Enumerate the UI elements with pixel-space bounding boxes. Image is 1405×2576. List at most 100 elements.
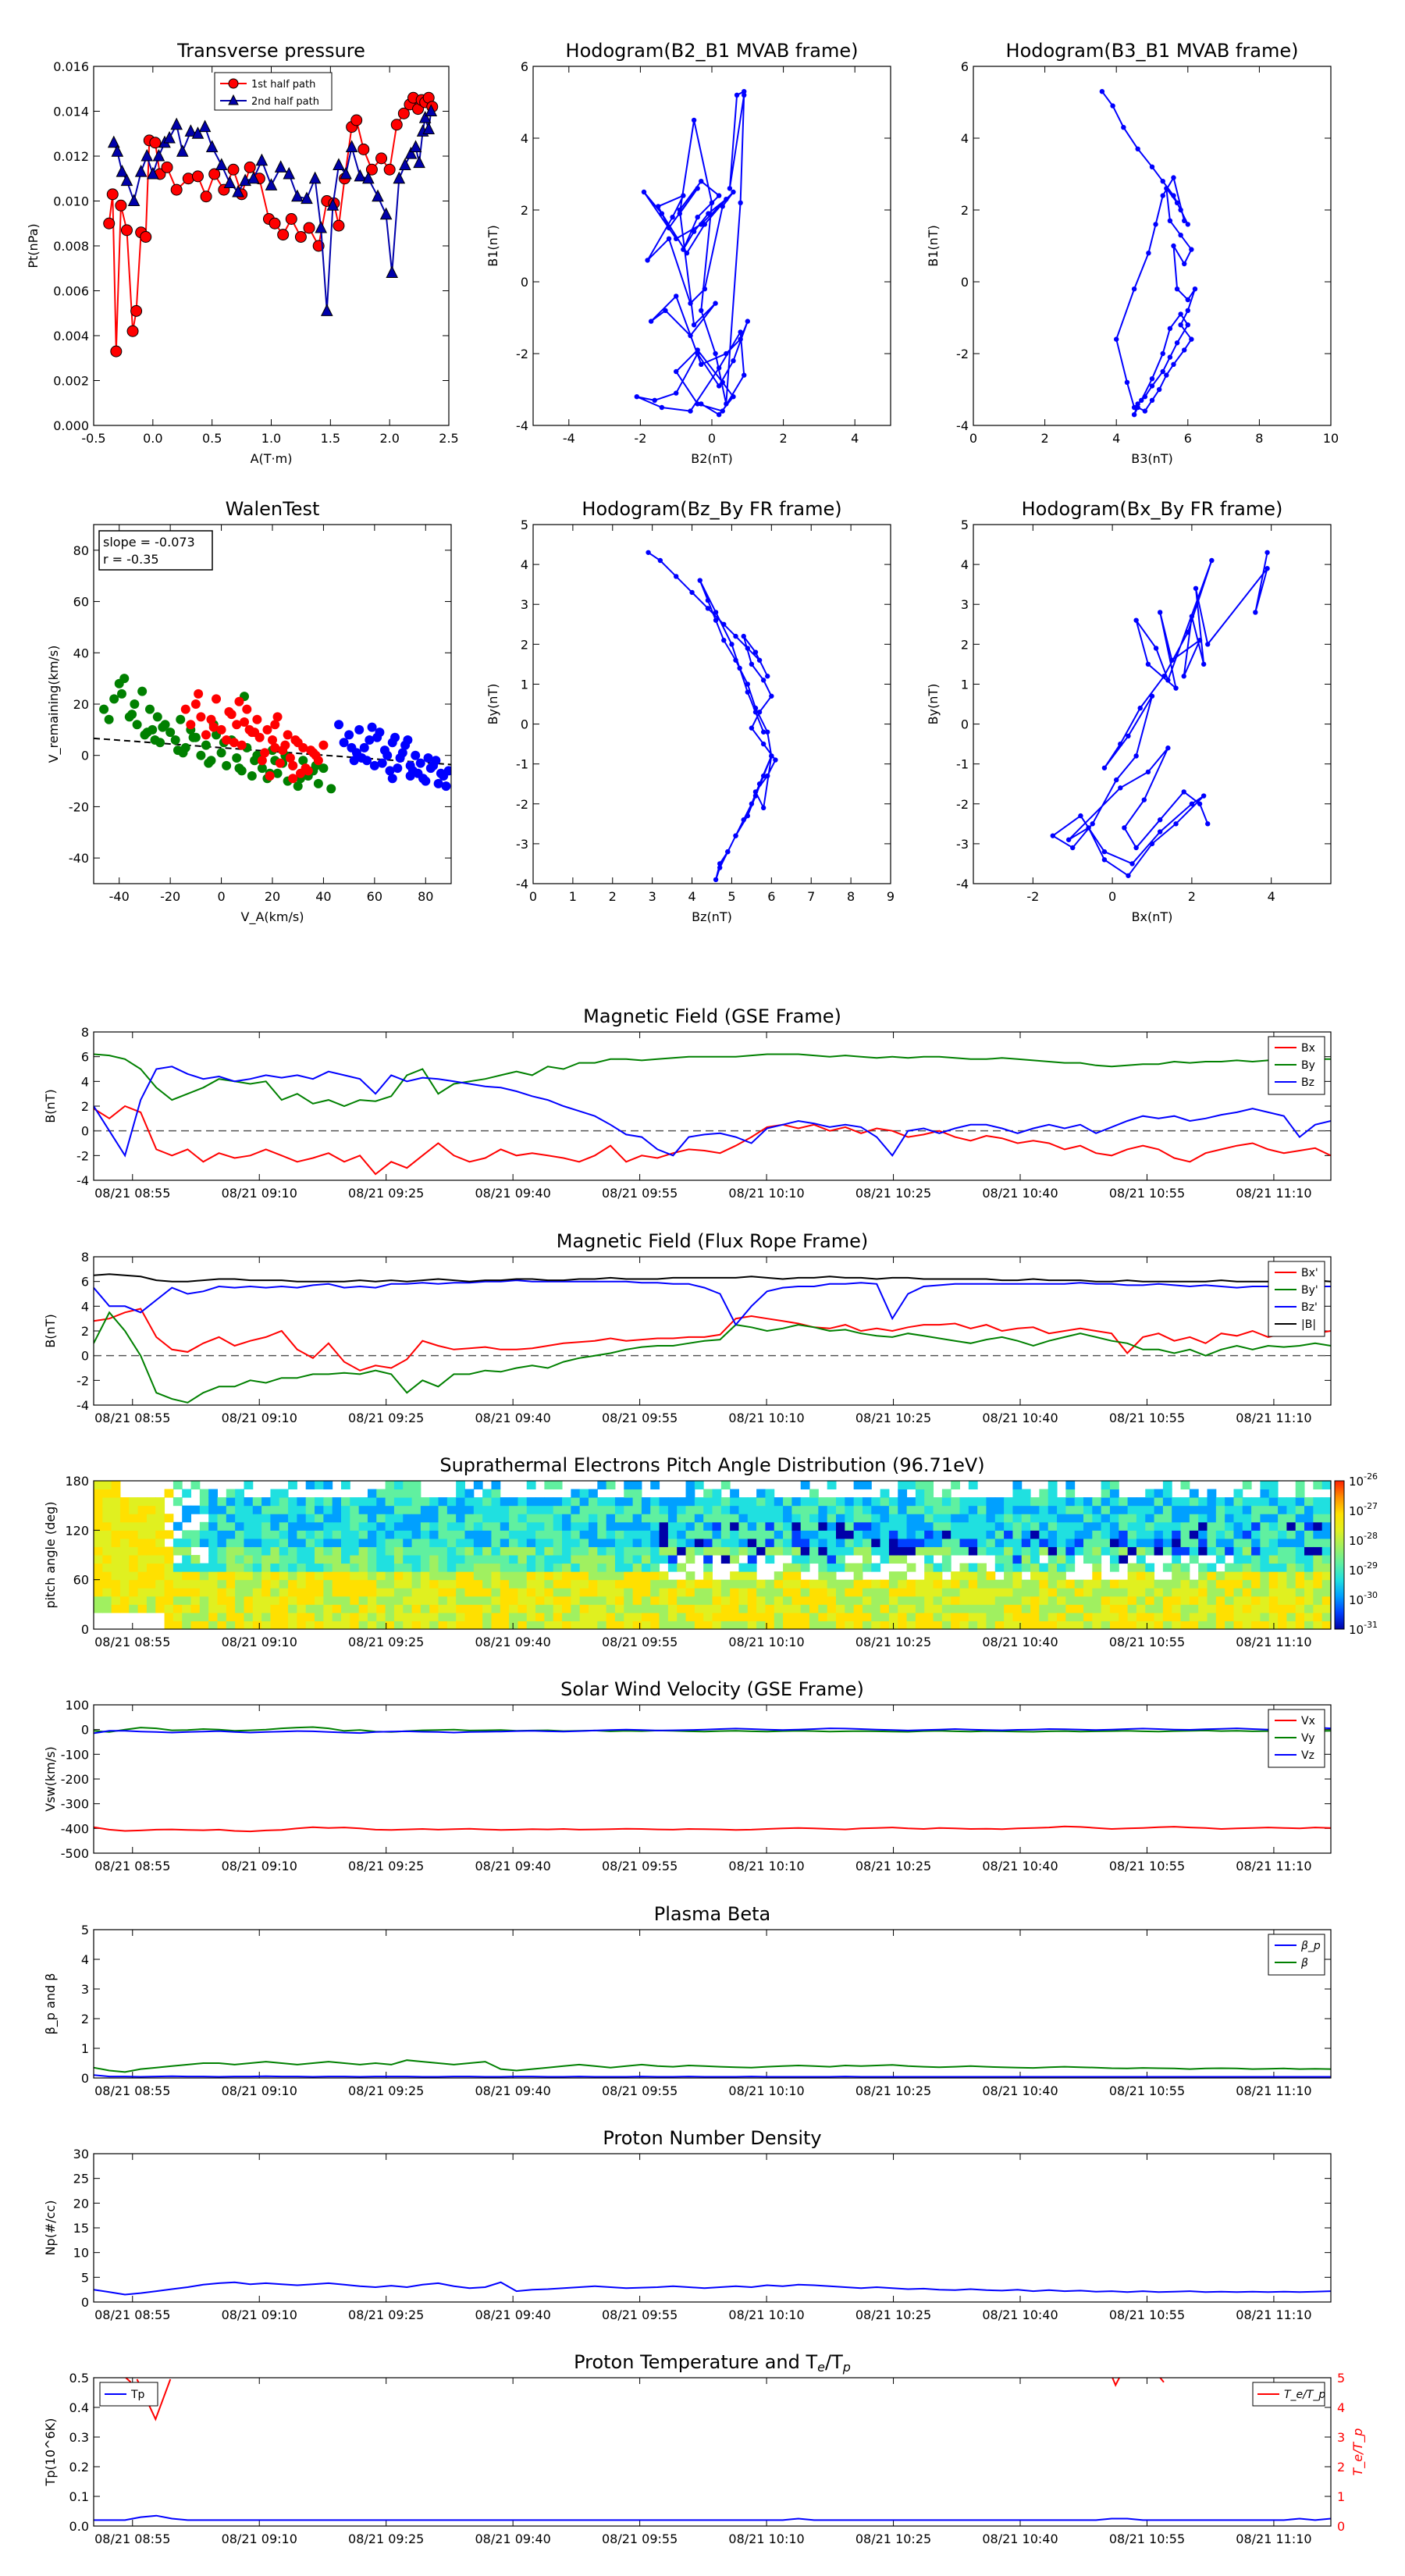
heatmap-cell — [1172, 1621, 1182, 1629]
heatmap-cell — [880, 1579, 890, 1589]
heatmap-cell — [420, 1612, 430, 1621]
data-point — [1167, 354, 1173, 360]
y-tick-label: 180 — [65, 1474, 89, 1489]
data-point — [1171, 175, 1176, 180]
heatmap-cell — [315, 1530, 324, 1539]
heatmap-cell — [1039, 1571, 1049, 1581]
heatmap-cell — [305, 1563, 315, 1572]
heatmap-cell — [164, 1546, 174, 1556]
heatmap-cell — [1004, 1538, 1013, 1547]
heatmap-cell — [774, 1621, 784, 1629]
heatmap-cell — [137, 1505, 148, 1514]
heatmap-cell — [1189, 1538, 1199, 1547]
data-point — [1171, 193, 1176, 198]
heatmap-cell — [1074, 1621, 1084, 1629]
x-tick-label: 08/21 11:10 — [1236, 2083, 1311, 2098]
heatmap-cell — [1172, 1579, 1182, 1589]
heatmap-cell — [1012, 1563, 1023, 1572]
y-tick-label: 4 — [81, 1952, 89, 1967]
data-point — [247, 171, 260, 184]
heatmap-cell — [836, 1521, 845, 1531]
heatmap-cell — [994, 1514, 1005, 1523]
heatmap-cell — [119, 1530, 130, 1539]
data-point — [691, 322, 697, 328]
heatmap-cell — [862, 1612, 872, 1621]
heatmap-cell — [526, 1538, 536, 1547]
heatmap-cell — [1172, 1604, 1182, 1614]
heatmap-cell — [1083, 1521, 1093, 1531]
heatmap-cell — [1074, 1505, 1084, 1514]
data-point — [372, 189, 384, 202]
heatmap-cell — [1286, 1555, 1297, 1564]
heatmap-cell — [199, 1538, 209, 1547]
heatmap-cell — [1233, 1571, 1243, 1581]
heatmap-cell — [994, 1546, 1005, 1556]
heatmap-cell — [915, 1579, 925, 1589]
heatmap-cell — [1127, 1588, 1137, 1597]
heatmap-cell — [323, 1571, 333, 1581]
hodogram-b2-b1-chart: Hodogram(B2_B1 MVAB frame)-4 -2 0 2 4-4-2024… — [486, 40, 891, 466]
heatmap-cell — [199, 1604, 209, 1614]
data-point — [413, 155, 425, 169]
data-point — [720, 204, 725, 209]
data-point — [303, 222, 315, 234]
heatmap-cell — [614, 1621, 624, 1629]
heatmap-cell — [1012, 1481, 1023, 1490]
heatmap-cell — [137, 1579, 148, 1589]
y-tick-label: -200 — [61, 1772, 89, 1787]
heatmap-cell — [1313, 1571, 1323, 1581]
heatmap-cell — [518, 1538, 528, 1547]
heatmap-cell — [986, 1514, 996, 1523]
heatmap-cell — [473, 1505, 483, 1514]
transverse-pressure-chart: Transverse pressure-0.5 0.0 0.5 1.0 1.5 2.0 2.… — [26, 40, 459, 466]
heatmap-cell — [491, 1497, 501, 1507]
heatmap-cell — [411, 1579, 422, 1589]
heatmap-cell — [747, 1604, 757, 1614]
heatmap-cell — [270, 1521, 280, 1531]
x-tick-label: 08/21 10:25 — [855, 2083, 931, 2098]
data-point — [387, 738, 397, 748]
heatmap-cell — [1092, 1514, 1102, 1523]
heatmap-cell — [1092, 1604, 1102, 1614]
heatmap-cell — [730, 1588, 739, 1597]
heatmap-cell — [553, 1604, 563, 1614]
heatmap-cell — [385, 1514, 395, 1523]
heatmap-cell — [464, 1489, 475, 1498]
heatmap-cell — [641, 1538, 651, 1547]
data-point — [699, 401, 704, 407]
data-point — [1160, 350, 1165, 357]
data-point — [339, 738, 349, 748]
heatmap-cell — [464, 1546, 475, 1556]
heatmap-cell — [862, 1497, 872, 1507]
heatmap-cell — [393, 1571, 404, 1581]
heatmap-cell — [1295, 1497, 1305, 1507]
heatmap-cell — [632, 1481, 642, 1490]
heatmap-cell — [694, 1521, 704, 1531]
heatmap-cell — [818, 1604, 828, 1614]
data-point — [705, 597, 711, 603]
heatmap-cell — [332, 1621, 342, 1629]
transverse-pressure-frame — [93, 66, 450, 426]
heatmap-cell — [500, 1514, 510, 1523]
heatmap-cell — [367, 1521, 377, 1531]
heatmap-cell — [94, 1555, 103, 1564]
heatmap-cell — [880, 1604, 890, 1614]
heatmap-cell — [562, 1538, 571, 1547]
heatmap-cell — [544, 1588, 554, 1597]
series-line — [94, 1311, 1331, 1404]
magnetic-field-flux-rope-plot — [94, 1273, 1331, 1404]
data-point — [1070, 845, 1076, 851]
heatmap-cell — [614, 1514, 624, 1523]
heatmap-cell — [871, 1604, 881, 1614]
heatmap-cell — [871, 1621, 881, 1629]
data-point — [362, 171, 375, 184]
heatmap-cell — [411, 1489, 422, 1498]
heatmap-cell — [332, 1514, 342, 1523]
data-point — [404, 147, 418, 159]
heatmap-cell — [544, 1546, 554, 1556]
heatmap-cell — [473, 1481, 483, 1490]
heatmap-cell — [1119, 1538, 1129, 1547]
heatmap-cell — [393, 1530, 404, 1539]
heatmap-cell — [279, 1521, 289, 1531]
heatmap-cell — [1092, 1521, 1102, 1531]
